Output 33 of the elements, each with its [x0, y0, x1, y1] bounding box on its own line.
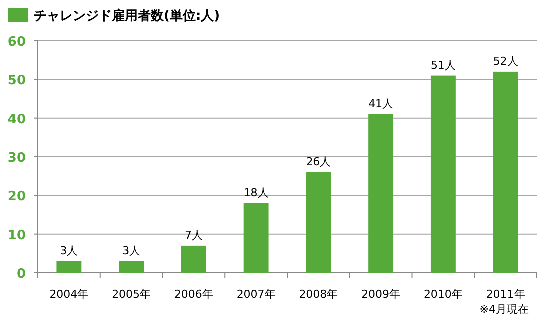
bar	[368, 114, 394, 273]
data-label: 52人	[493, 54, 518, 68]
bar	[56, 261, 82, 273]
bar	[306, 172, 332, 273]
x-tick-label: 2009年	[362, 288, 401, 301]
data-label: 41人	[368, 97, 394, 110]
data-label: 3人	[60, 244, 78, 258]
data-label: 26人	[306, 155, 332, 168]
x-tick-label: 2008年	[299, 288, 338, 301]
y-tick-label: 10	[8, 228, 26, 244]
y-tick-label: 0	[16, 267, 26, 282]
y-tick-label: 30	[8, 151, 26, 166]
data-label: 7人	[184, 228, 203, 242]
x-tick-label: 2006年	[174, 288, 214, 301]
y-tick-label: 60	[8, 35, 26, 50]
bar	[430, 76, 456, 273]
text: ※4月現在	[480, 303, 529, 316]
bar	[244, 203, 269, 273]
bar	[493, 72, 518, 273]
data-label: 18人	[244, 186, 269, 200]
x-tick-label: 2010年	[424, 288, 463, 301]
x-tick-label: 2005年	[112, 288, 152, 301]
legend-label: チャレンジド雇用者数(単位:人)	[34, 8, 220, 24]
y-tick-label: 50	[8, 74, 26, 89]
data-label: 51人	[430, 58, 456, 72]
y-tick-label: 20	[8, 190, 26, 205]
bar	[181, 246, 206, 273]
x-tick-label: 2004年	[50, 288, 89, 301]
y-tick-label: 40	[8, 112, 26, 128]
x-tick-label: 2007年	[236, 288, 276, 301]
data-label: 3人	[122, 244, 141, 258]
bar	[119, 261, 144, 273]
x-tick-label: 2011年	[486, 288, 526, 301]
